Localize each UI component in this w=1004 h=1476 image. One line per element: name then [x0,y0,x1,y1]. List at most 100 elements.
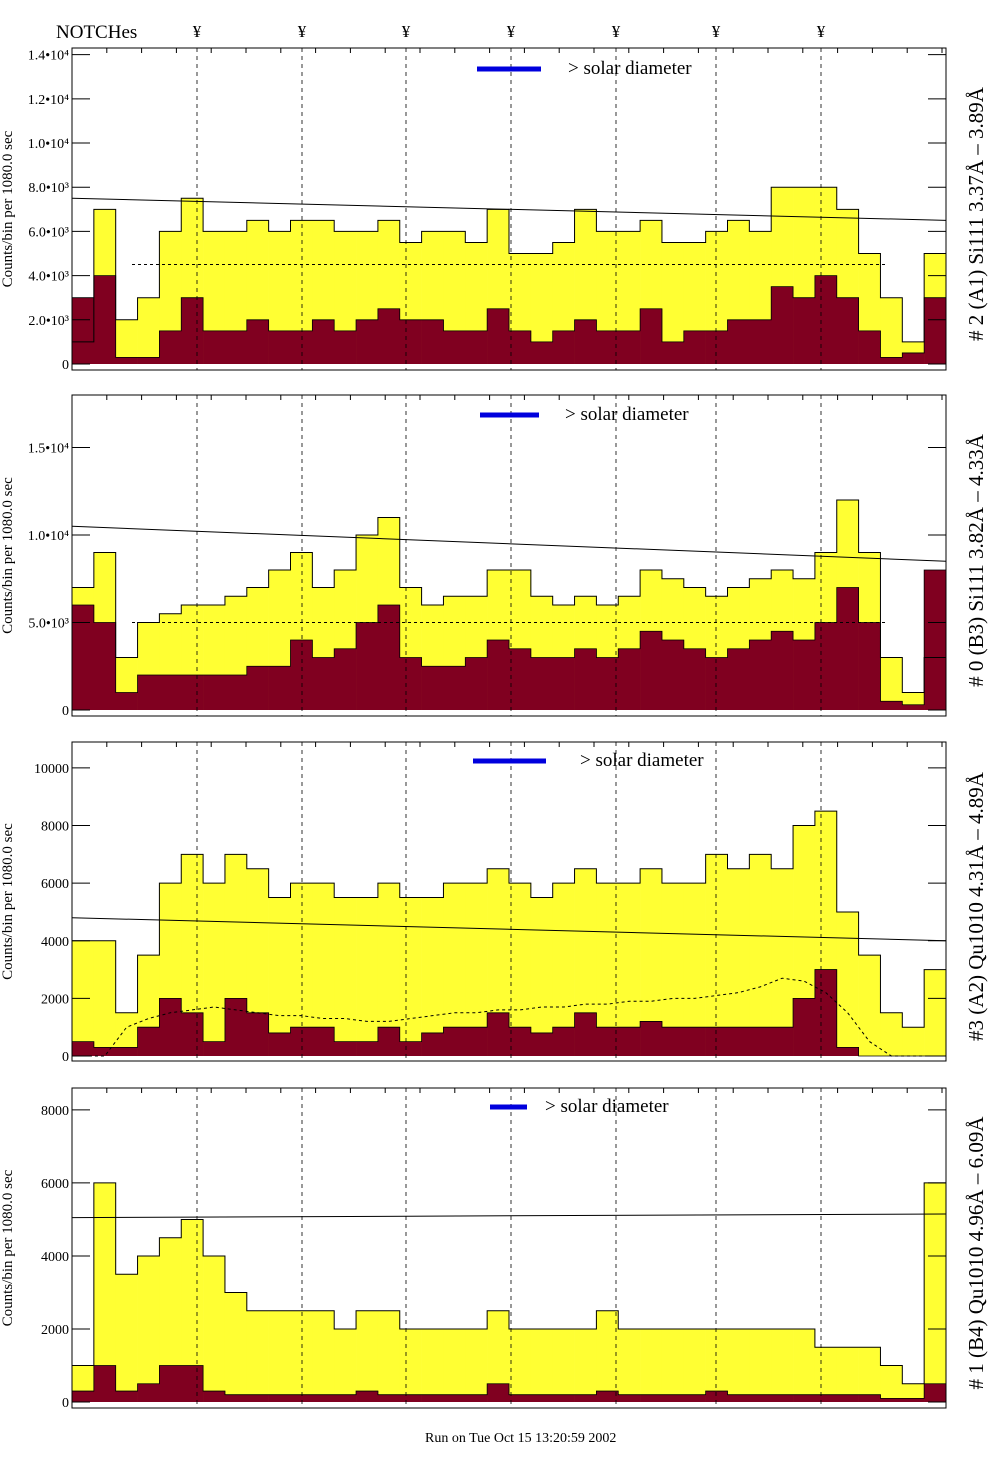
y-axis-label: Counts/bin per 1080.0 sec [0,823,16,980]
y-tick-label: 6000 [41,1177,69,1192]
subset-bar [661,640,685,710]
panel-1: 0 2.0•10³ 4.0•10³ 6.0•10³ 8.0•10³ 1.0•10⁴ 1.2•… [0,47,988,373]
subset-bar [749,319,772,364]
total-bar [727,1328,750,1402]
y-tick-label: 0 [62,1050,69,1065]
y-tick-label: 8.0•10³ [28,181,69,196]
subset-bar [596,1391,619,1402]
subset-bar [574,1012,597,1056]
y-tick-label: 5.0•10³ [28,617,69,632]
total-bar [137,1255,160,1402]
solar-diameter-legend: > solar diameter [580,750,704,771]
total-bar [203,1255,226,1402]
subset-bar [443,1027,466,1056]
total-bar [530,1328,553,1402]
subset-bar [137,675,160,710]
notch-symbol-2: ¥ [298,22,307,41]
subset-bar [836,1047,859,1056]
total-bar [487,1310,510,1402]
total-bar [421,897,444,1056]
subset-bar [159,675,182,710]
subset-bar [727,1027,750,1056]
y-tick-label: 2.0•10³ [28,314,69,329]
subset-bar [814,969,838,1056]
subset-bar [552,1394,575,1402]
total-bar [880,297,903,364]
subset-bar [93,1047,116,1056]
notches-label: NOTCHes [56,22,137,43]
subset-bar [487,640,510,710]
solar-diameter-legend: > solar diameter [545,1096,669,1117]
subset-outline [71,275,947,364]
subset-bar [290,1027,313,1056]
subset-bar [727,648,750,710]
subset-bar [421,1032,444,1056]
y-tick-label: 8000 [41,1104,69,1119]
subset-bar [487,1012,510,1056]
subset-bar [399,657,422,710]
subset-bar [814,275,838,364]
subset-bar [224,998,248,1056]
y-tick-label: 10000 [34,762,69,777]
notch-symbol-6: ¥ [712,22,721,41]
subset-bar [530,1394,553,1402]
subset-bar [377,1027,401,1056]
subset-bar [640,308,663,364]
subset-bar [793,640,816,710]
fit-line [71,197,947,221]
subset-bar [421,319,444,364]
subset-bar [72,605,95,710]
subset-bar [683,648,706,710]
subset-bar [159,998,182,1056]
subset-bar [377,1394,401,1402]
total-bar [530,253,553,364]
y-tick-label: 0 [62,358,69,373]
subset-bar [749,1027,772,1056]
subset-bar [290,330,313,364]
notch-symbol-3: ¥ [402,22,411,41]
y-tick-label: 2000 [41,1323,69,1338]
subset-bar [246,666,269,710]
subset-bar [902,352,925,364]
subset-bar [181,297,204,364]
total-bar [618,883,641,1056]
subset-bar [72,1041,95,1056]
panels: 0 2.0•10³ 4.0•10³ 6.0•10³ 8.0•10³ 1.0•10⁴ 1.2•… [0,47,988,1411]
model-dashed-curve [82,977,936,1057]
total-bar [465,1328,488,1402]
subset-bar [530,341,553,364]
total-bar [203,883,226,1056]
total-bar [334,1328,357,1402]
total-bar [115,1274,138,1402]
subset-bar [924,570,947,710]
total-bar [640,1328,663,1402]
subset-bar [574,319,597,364]
subset-bar [683,330,706,364]
subset-bar [640,1021,663,1056]
subset-bar [203,1391,226,1402]
subset-bar [181,1365,204,1402]
total-bar [661,242,685,364]
y-tick-label: 0 [62,704,69,719]
subset-bar [705,1391,728,1402]
subset-bar [137,357,160,364]
subset-bar [814,1394,838,1402]
total-bar [334,897,357,1056]
notch-symbol-1: ¥ [193,22,202,41]
subset-bar [530,1032,553,1056]
subset-bar [115,1391,138,1402]
subset-bar [465,657,488,710]
subset-bar [443,666,466,710]
subset-bar [290,1394,313,1402]
total-bar [224,1292,248,1402]
total-outline [71,810,947,1056]
subset-bar [530,657,553,710]
total-bar [268,1310,291,1402]
subset-bar [443,330,466,364]
subset-bar [312,657,335,710]
subset-bar [618,1027,641,1056]
solar-diameter-legend: > solar diameter [565,404,689,425]
subset-bar [334,648,357,710]
y-axis-label: Counts/bin per 1080.0 sec [0,1169,16,1326]
total-bar [443,1328,466,1402]
